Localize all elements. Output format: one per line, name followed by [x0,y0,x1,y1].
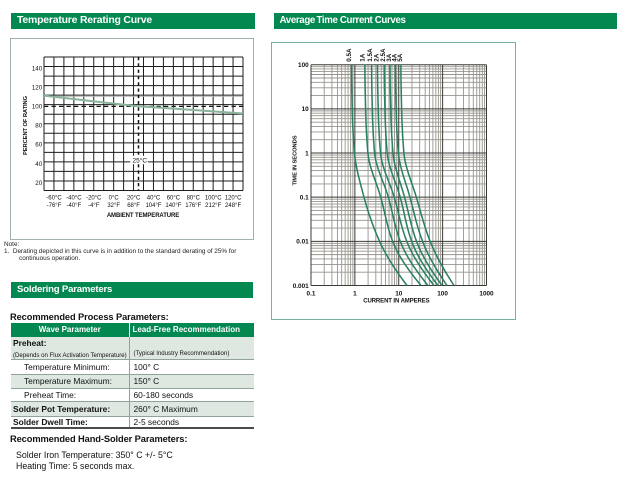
svg-text:140: 140 [32,66,43,73]
svg-text:-60°C: -60°C [46,196,62,202]
svg-text:20°C: 20°C [127,196,141,202]
svg-text:20: 20 [35,180,42,187]
svg-text:80: 80 [35,123,42,130]
svg-text:CURRENT IN AMPERES: CURRENT IN AMPERES [363,298,429,304]
svg-text:248°F: 248°F [225,203,241,209]
svg-text:10: 10 [395,290,403,297]
svg-text:100: 100 [32,104,43,111]
svg-text:PERCENT OF RATING: PERCENT OF RATING [23,95,29,155]
svg-text:1: 1 [353,290,357,297]
svg-text:60: 60 [35,142,42,149]
svg-text:104°F: 104°F [145,203,161,209]
svg-text:4A: 4A [392,53,399,62]
svg-text:-40°F: -40°F [67,203,82,209]
svg-text:212°F: 212°F [205,203,221,209]
svg-text:68°F: 68°F [127,203,140,209]
svg-text:1: 1 [305,150,309,157]
svg-text:3A: 3A [386,53,393,62]
svg-text:32°F: 32°F [107,203,120,209]
svg-text:0.001: 0.001 [293,283,309,290]
svg-text:0.5A: 0.5A [346,48,353,62]
svg-text:-40°C: -40°C [66,196,82,202]
svg-text:TIME IN SECONDS: TIME IN SECONDS [293,135,299,185]
svg-text:AMBIENT TEMPERATURE: AMBIENT TEMPERATURE [107,213,179,219]
svg-text:-4°F: -4°F [88,203,100,209]
svg-text:60°C: 60°C [167,196,181,202]
svg-text:0.1: 0.1 [307,290,316,297]
svg-text:176°F: 176°F [185,203,201,209]
svg-text:80°C: 80°C [187,196,201,202]
svg-text:40: 40 [35,161,42,168]
svg-text:120°C: 120°C [225,196,242,202]
svg-text:40°C: 40°C [147,196,161,202]
svg-text:0.1: 0.1 [300,195,309,202]
svg-text:120: 120 [32,85,43,92]
svg-text:0.01: 0.01 [296,239,309,246]
svg-text:-20°C: -20°C [86,196,102,202]
svg-text:-76°F: -76°F [47,203,62,209]
svg-text:100: 100 [298,62,309,69]
svg-text:5A: 5A [397,53,404,62]
svg-text:1.5A: 1.5A [367,48,374,62]
svg-text:100: 100 [437,290,448,297]
svg-text:2A: 2A [374,53,381,62]
svg-text:10: 10 [302,106,310,113]
svg-text:140°F: 140°F [165,203,181,209]
svg-text:1000: 1000 [479,290,494,297]
svg-text:1A: 1A [360,53,367,62]
svg-text:0°C: 0°C [109,196,120,202]
svg-text:25°C: 25°C [133,157,148,165]
svg-text:100°C: 100°C [205,196,222,202]
svg-text:2.5A: 2.5A [380,48,387,62]
